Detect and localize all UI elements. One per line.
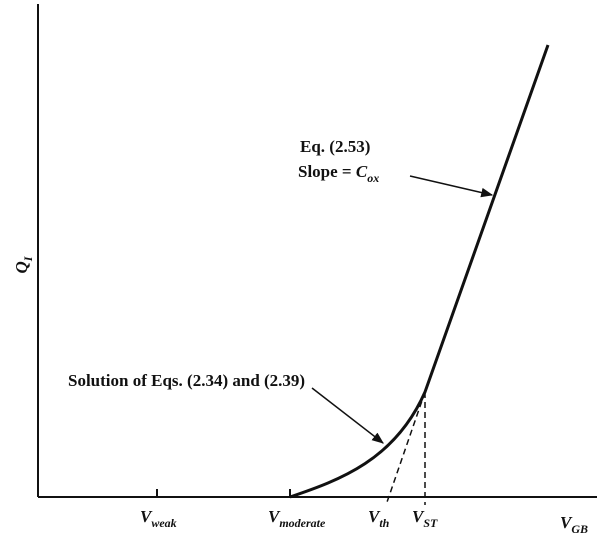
text: ox [367, 171, 379, 185]
text: moderate [279, 516, 326, 530]
text: weak [151, 516, 176, 530]
text: GB [571, 522, 588, 536]
text: C [356, 162, 368, 181]
annotation: Eq. (2.53) [300, 137, 370, 156]
text: th [379, 516, 389, 530]
text: ST [423, 516, 438, 530]
text: Q [12, 261, 31, 273]
annotation: Solution of Eqs. (2.34) and (2.39) [68, 371, 305, 390]
background [0, 0, 597, 539]
diagram: QI VGB Vweak Vmoderate Vth VST Eq. (2.53… [0, 0, 597, 539]
text: Slope = [298, 162, 356, 181]
